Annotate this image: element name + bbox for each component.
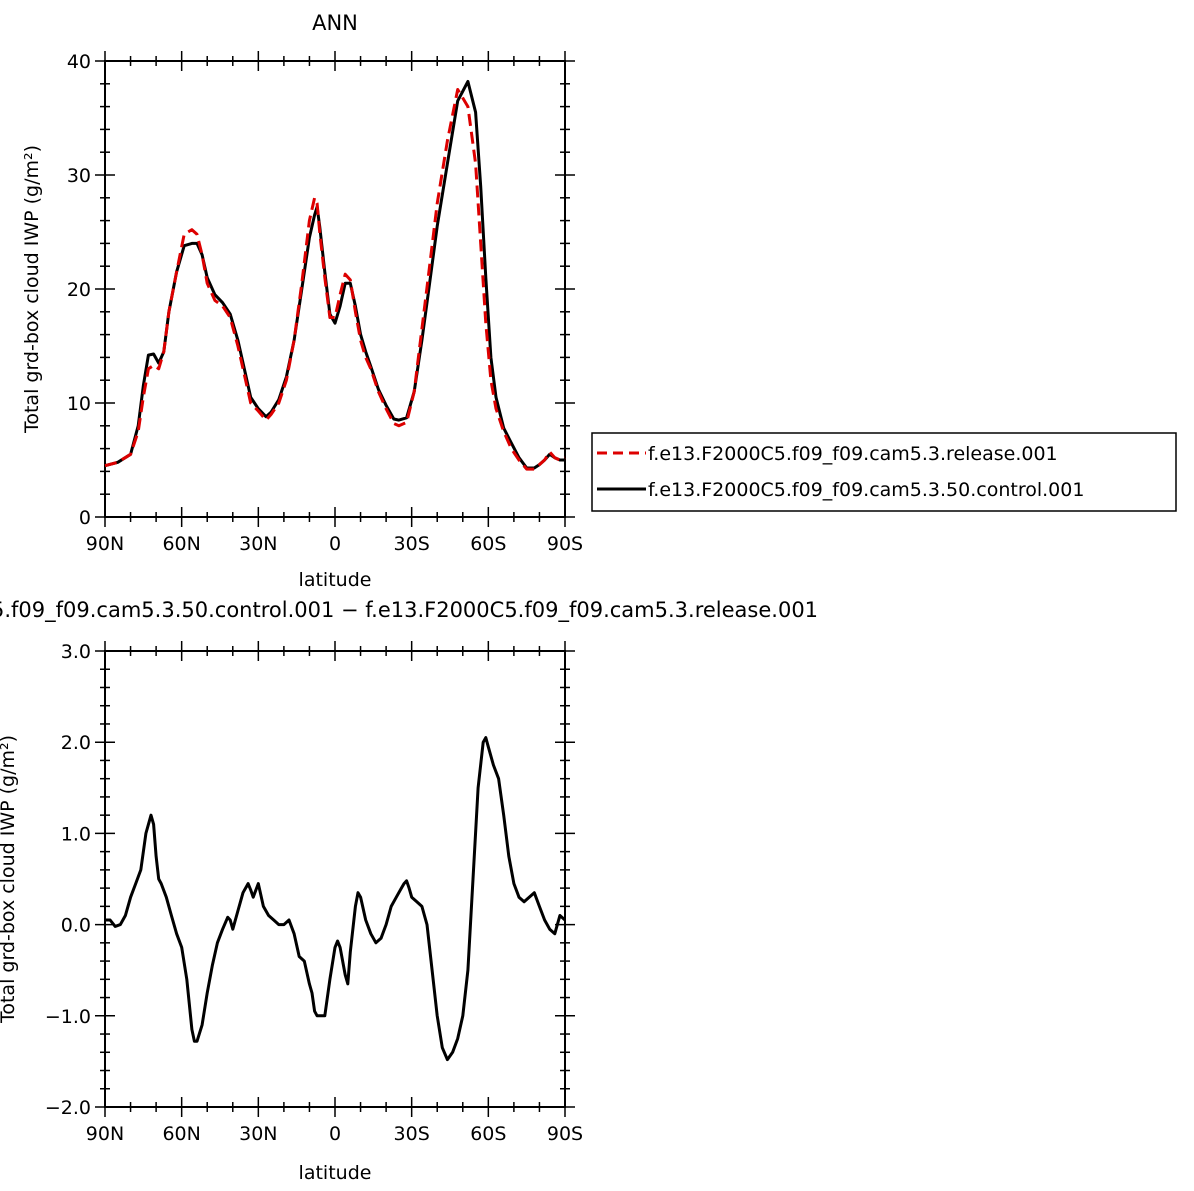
x-tick-label: 90S — [547, 1123, 583, 1145]
x-tick-label: 90S — [547, 533, 583, 555]
legend: f.e13.F2000C5.f09_f09.cam5.3.release.001… — [591, 432, 1177, 512]
y-tick-label: 40 — [67, 51, 91, 73]
series-line-0 — [104, 88, 566, 471]
x-tick-label: 90N — [86, 533, 124, 555]
bottom-series-lines — [105, 736, 566, 1062]
bottom-plot-frame — [104, 650, 566, 1108]
x-tick-label: 60S — [470, 533, 506, 555]
y-tick-label: 0 — [79, 507, 91, 529]
y-tick-label: 1.0 — [61, 823, 91, 845]
top-x-axis-title: latitude — [299, 569, 372, 591]
top-panel-title: ANN — [312, 11, 358, 35]
y-tick-label: 3.0 — [61, 641, 91, 663]
x-tick-label: 30S — [394, 1123, 430, 1145]
y-tick-label: 20 — [67, 279, 91, 301]
bottom-panel-title: f.e13.F2000C5.f09_f09.cam5.3.50.control.… — [0, 598, 818, 623]
top-y-axis-title: Total grd-box cloud IWP (g/m²) — [21, 145, 43, 434]
legend-box — [591, 432, 1177, 512]
legend-label-control: f.e13.F2000C5.f09_f09.cam5.3.50.control.… — [648, 479, 1084, 501]
x-tick-label: 30S — [394, 533, 430, 555]
bottom-y-axis-title: Total grd-box cloud IWP (g/m²) — [0, 735, 19, 1024]
y-tick-label: 30 — [67, 165, 91, 187]
bottom-ticks — [95, 641, 575, 1117]
x-tick-label: 0 — [329, 533, 341, 555]
x-tick-label: 30N — [239, 1123, 277, 1145]
x-tick-label: 60N — [162, 533, 200, 555]
top-ticks — [95, 51, 575, 527]
top-y-tick-labels: 0 10 20 30 40 — [67, 51, 91, 529]
legend-label-release: f.e13.F2000C5.f09_f09.cam5.3.release.001 — [648, 443, 1058, 465]
x-tick-label: 90N — [86, 1123, 124, 1145]
series-line-0 — [105, 736, 566, 1062]
y-tick-label: 2.0 — [61, 732, 91, 754]
top-series-lines — [104, 80, 566, 471]
y-tick-label: −1.0 — [45, 1006, 91, 1028]
bottom-x-axis-title: latitude — [299, 1162, 372, 1184]
top-x-tick-labels: 90N 60N 30N 0 30S 60S 90S — [86, 533, 583, 555]
bottom-x-tick-labels: 90N 60N 30N 0 30S 60S 90S — [86, 1123, 583, 1145]
series-line-1 — [104, 80, 565, 470]
top-panel: ANN 90N 60N 30N 0 30S 60S 90S 0 10 20 30 40 latitu… — [21, 11, 583, 591]
y-tick-label: −2.0 — [45, 1097, 91, 1119]
x-tick-label: 60S — [470, 1123, 506, 1145]
x-tick-label: 30N — [239, 533, 277, 555]
x-tick-label: 60N — [162, 1123, 200, 1145]
x-tick-label: 0 — [329, 1123, 341, 1145]
y-tick-label: 0.0 — [61, 915, 91, 937]
bottom-panel: f.e13.F2000C5.f09_f09.cam5.3.50.control.… — [0, 598, 818, 1184]
y-tick-label: 10 — [67, 393, 91, 415]
bottom-y-tick-labels: −2.0 −1.0 0.0 1.0 2.0 3.0 — [45, 641, 91, 1119]
